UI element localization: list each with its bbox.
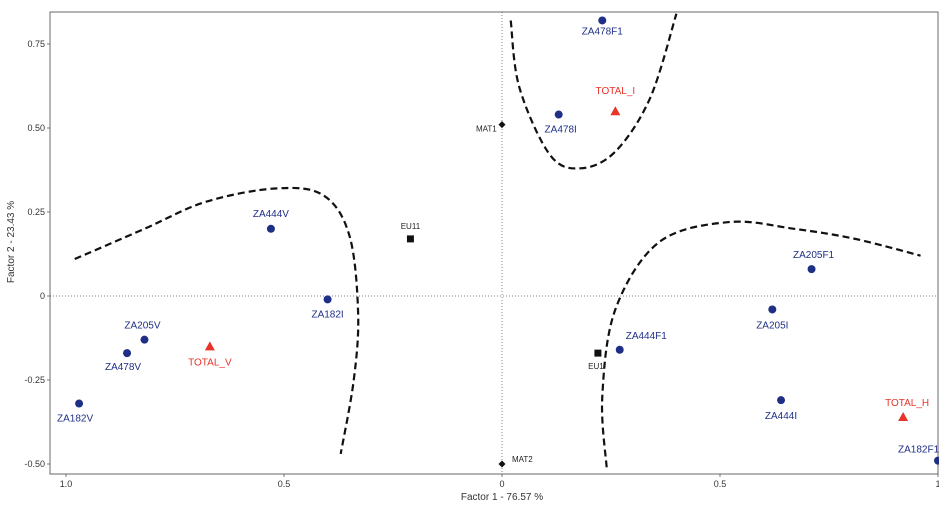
point-label-za478v: ZA478V [105,362,141,373]
point-label-mat1: MAT1 [476,125,497,134]
cluster-curve-2 [509,13,678,170]
point-za478v [123,349,132,358]
reference-lines [50,12,938,474]
point-total_v [204,341,215,351]
point-za444v [266,224,275,233]
x-tick-label: 1.0 [60,479,73,489]
x-tick-label: 0 [499,479,504,489]
y-tick-label: 0.25 [27,207,45,217]
y-axis-title: Factor 2 - 23.43 % [6,201,17,283]
x-axis-title: Factor 1 - 76.57 % [461,492,543,503]
y-tick-label: 0.50 [27,123,45,133]
y-tick-label: -0.25 [24,375,45,385]
point-label-za478f1: ZA478F1 [582,26,624,37]
point-za205i [768,305,777,314]
point-label-za444i: ZA444I [765,411,797,422]
point-za205v [140,335,149,344]
point-label-za444v: ZA444V [253,209,289,220]
x-tick-label: 0.5 [278,479,291,489]
point-label-za478i: ZA478I [545,125,577,136]
cluster-curve-3 [600,220,921,468]
plot-frame [49,11,939,475]
point-label-total_i: TOTAL_I [596,86,636,97]
x-tick-label: 1 [935,479,939,489]
point-label-za205f1: ZA205F1 [793,250,835,261]
point-total_i [610,106,621,116]
point-label-za182v: ZA182V [57,414,93,425]
point-label-mat2: MAT2 [512,455,533,464]
point-label-za205v: ZA205V [124,321,160,332]
y-tick-label: -0.50 [24,459,45,469]
cluster-curves [74,13,921,468]
point-total_h [898,411,909,421]
point-mat2 [498,460,506,468]
x-tick-label: 0.5 [714,479,727,489]
point-za205f1 [807,265,816,274]
cluster-curve-1 [74,186,360,455]
point-za478f1 [598,16,607,25]
point-label-total_h: TOTAL_H [885,398,929,409]
point-za182i [323,295,332,304]
point-eu1 [594,349,602,357]
point-label-eu11: EU11 [401,222,421,231]
data-points: ZA478F1 ZA478I ZA444V ZA182I ZA205V ZA478V ZA1… [57,16,939,468]
point-za182v [75,399,84,408]
point-label-total_v: TOTAL_V [188,357,232,368]
x-axis-ticks: 1.0 0.5 0 0.5 1 [60,474,939,489]
point-label-za444f1: ZA444F1 [626,331,668,342]
point-za444f1 [615,345,624,354]
point-label-za205i: ZA205I [756,320,788,331]
y-tick-label: 0.75 [27,39,45,49]
y-axis-ticks: 0.75 0.50 0.25 0 -0.25 -0.50 [24,39,50,469]
point-za182f1 [934,456,939,465]
point-za478i [554,110,563,119]
point-label-za182i: ZA182I [311,309,343,320]
point-label-eu1: EU1 [588,362,604,371]
point-label-za182f1: ZA182F1 [898,445,939,456]
y-tick-label: 0 [40,291,45,301]
point-za444i [777,396,786,405]
point-mat1 [498,121,506,129]
point-eu11 [406,235,414,243]
